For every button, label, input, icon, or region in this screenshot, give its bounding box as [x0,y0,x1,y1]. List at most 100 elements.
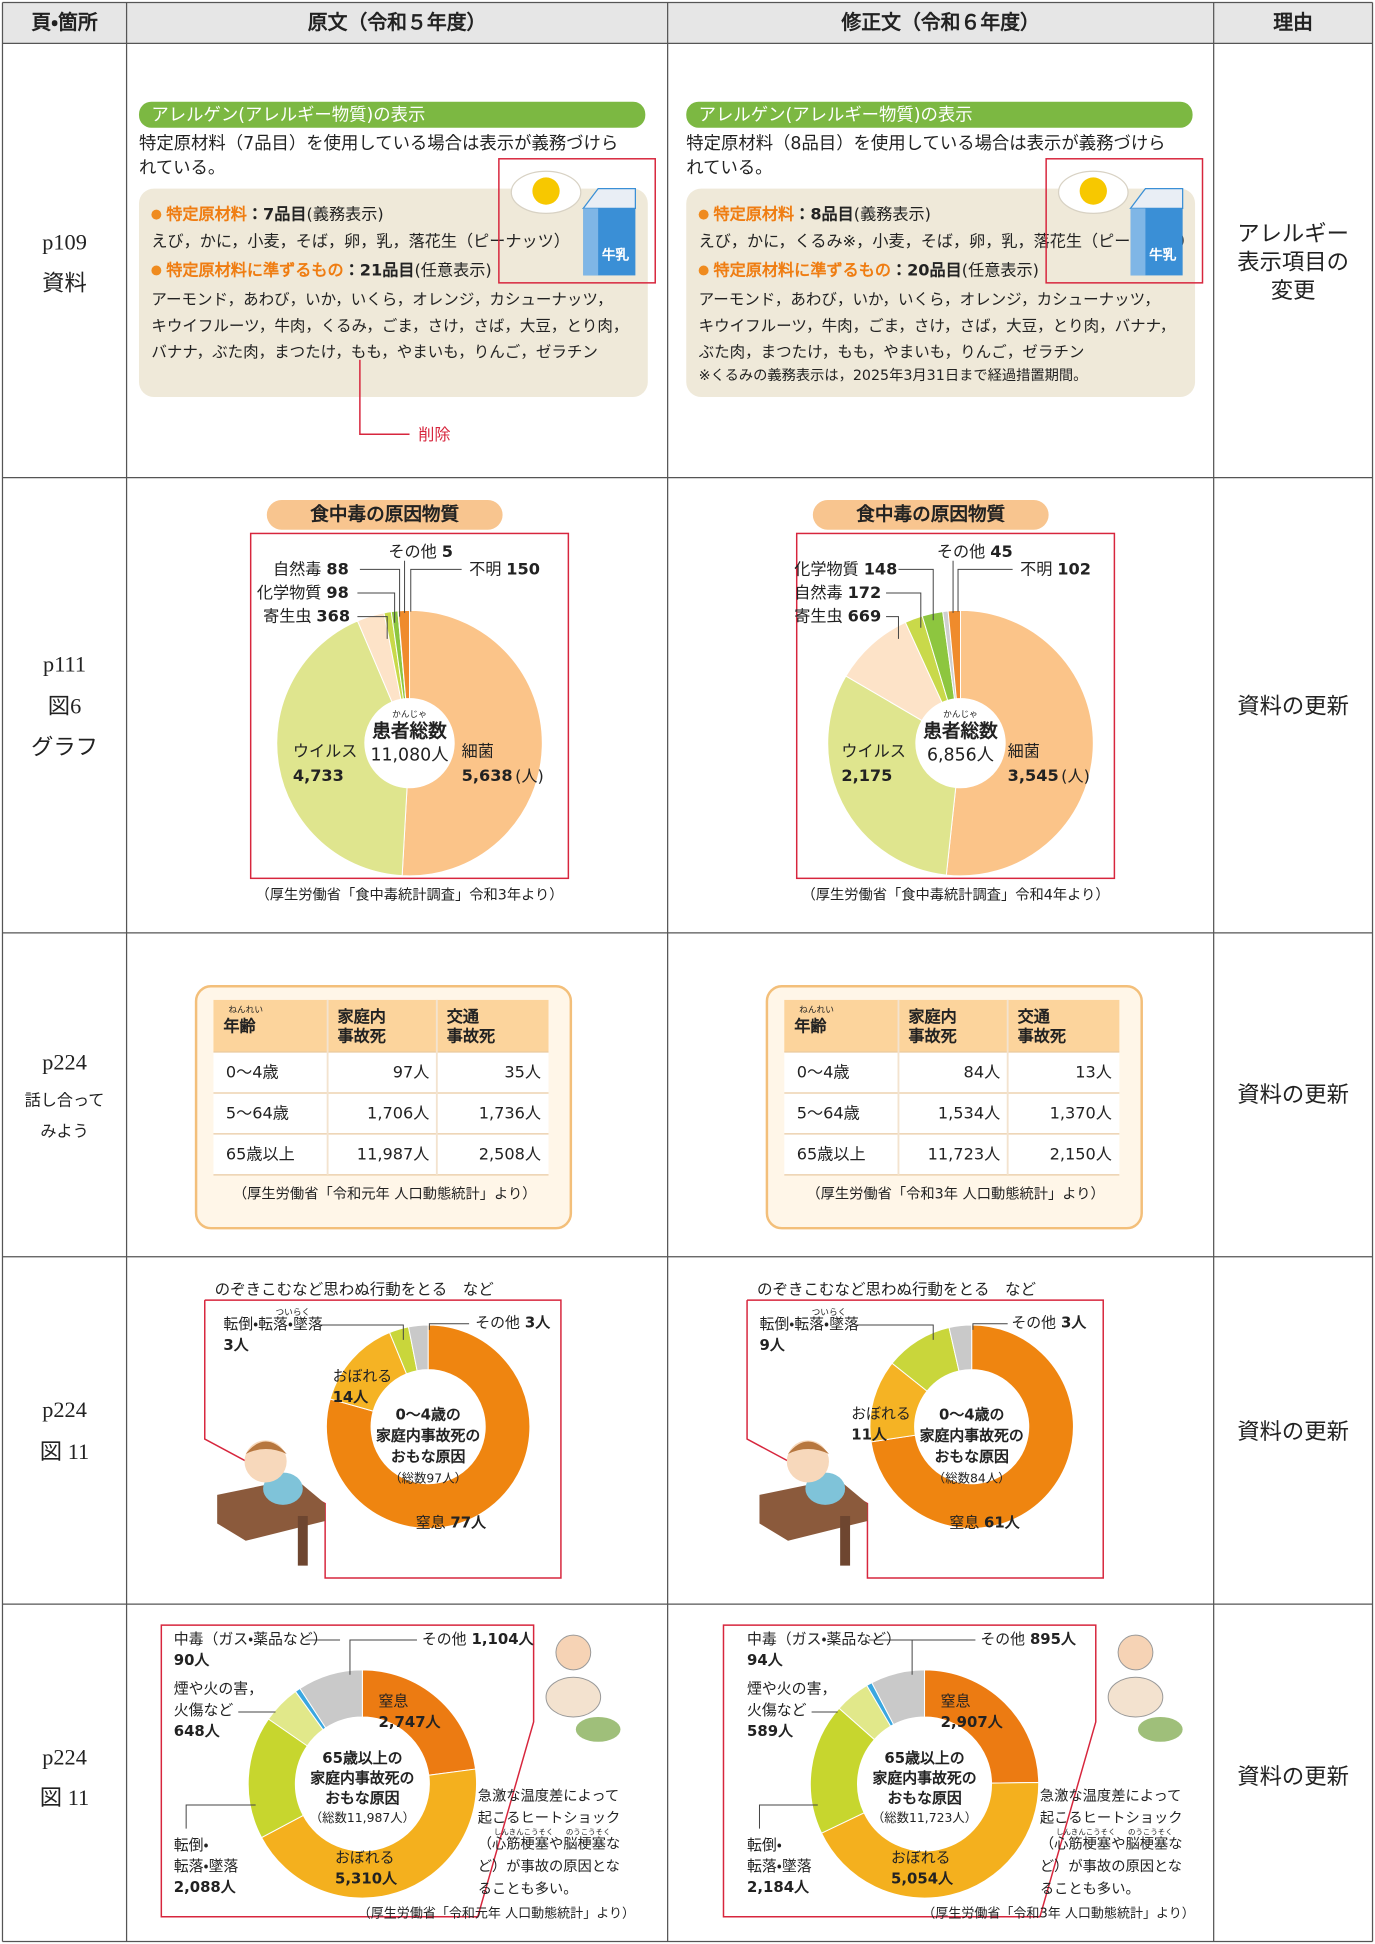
slice-name: ウイルス [293,741,358,760]
table-header-cell: 交通 [1018,1007,1051,1026]
tub [576,1717,621,1742]
annotation: 削除 [418,425,450,444]
slice-name: 化学物質 [794,559,859,578]
required-items: えび，かに，くるみ※，小麦，そば，卵，乳，落花生（ピーナッツ） [699,231,1195,250]
page-body: { "header": ["頁・箇所", "原文（令和５年度）", "修正文（令… [0,0,1375,1944]
location: p111 [43,651,86,676]
center-label: 家庭内事故死の [310,1769,414,1787]
center-label: おもな原因 [325,1789,399,1807]
source: （厚生労働省「令和元年 人口動態統計」より） [358,1906,635,1922]
slice-value: 3人 [223,1336,249,1354]
slice-name: おぼれる [891,1848,951,1866]
optional-items: アーモンド，あわび，いか，いくら，オレンジ，カシューナッツ， [151,291,612,309]
table-cell: 5～64歳 [797,1104,860,1123]
slice-name: 転倒・ [747,1836,782,1854]
slice-name: 窒息 [941,1692,971,1710]
center-total: （総数84人） [933,1470,1011,1485]
egg-yolk [1080,177,1107,204]
table-cell: 1,534人 [938,1104,1000,1123]
note: ど）が事故の原因とな [1040,1858,1182,1875]
slice-name: 煙や火の害， [174,1680,263,1698]
table-header-cell: 交通 [447,1007,480,1026]
slice-value: 5 [442,542,453,561]
intro: 特定原材料（7品目）を使用している場合は表示が義務づけら [139,133,618,154]
table-cell: 0～4歳 [797,1063,850,1082]
source: （厚生労働省「食中毒統計調査」令和4年より） [802,887,1110,904]
slice-label: その他3人 [475,1314,551,1332]
source: （厚生労働省「令和元年 人口動態統計」より） [233,1186,537,1203]
optional-items: バナナ，ぶた肉，まつたけ，もも，やまいも，りんご，ゼラチン [151,343,597,361]
unit: (人) [1061,766,1090,785]
banner-text: アレルゲン(アレルギー物質)の表示 [699,105,973,125]
slice-value: 90人 [174,1651,211,1669]
center-total: （総数11,987人） [310,1810,415,1825]
text-span: 特定原材料 [166,204,247,223]
slice-name: その他 [422,1630,467,1648]
text-span: ：8品目 [794,204,854,223]
optional-items: アーモンド，あわび，いか，いくら，オレンジ，カシューナッツ， [699,291,1160,309]
slice-value: 589人 [747,1722,794,1740]
tub [1138,1717,1183,1742]
slice-value: 368 [316,606,350,625]
slice-label: 寄生虫368 [263,606,350,625]
center-total: 6,856人 [927,746,994,766]
table-header-cell: 事故死 [1018,1027,1066,1046]
text-span: (任意表示) [415,260,492,279]
slice-label: 化学物質98 [257,583,349,602]
location: みよう [40,1123,88,1140]
slice-value: 5,638(人) [462,766,544,785]
slice-value: 150 [506,559,540,578]
slice-name: 転倒・ [174,1836,209,1854]
center-label: 0～4歳の [939,1406,1004,1424]
slice-name: 窒息 [378,1692,408,1710]
slice-name: 煙や火の害， [747,1680,836,1698]
ruby: のうこうそく [566,1827,611,1836]
optional-items: ぶた肉，まつたけ，もも，やまいも，りんご，ゼラチン [699,343,1085,361]
person-head [1118,1635,1153,1670]
slice-name: 転落・墜落 [174,1857,239,1875]
ruby: ついらく [812,1307,847,1318]
note: （心筋梗塞や脳梗塞な [1040,1836,1183,1853]
table-cell: 2,508人 [479,1144,541,1163]
text-span: 特定原材料に準ずるもの [166,260,343,279]
ruby: ついらく [275,1307,310,1318]
location: 図6 [48,694,82,719]
person-body [1108,1677,1163,1717]
slice-name: 不明 [469,559,501,578]
note: ど）が事故の原因とな [478,1858,620,1875]
slice-value: 669 [848,606,882,625]
slice-value: 148 [864,559,898,578]
slice-label: 寄生虫669 [794,606,881,625]
source: （厚生労働省「令和3年 人口動態統計」より） [806,1186,1104,1203]
bullet [151,265,161,275]
bullet [699,210,709,220]
note: （心筋梗塞や脳梗塞な [478,1836,621,1853]
slice-name: その他 [1011,1314,1056,1332]
slice-value: 61人 [984,1513,1021,1531]
list-heading: 特定原材料に準ずるもの：20品目(任意表示) [714,260,1039,279]
slice-name: その他 [980,1630,1025,1648]
note: 起こるヒートショック [1040,1810,1183,1827]
table-cell: 1,736人 [479,1104,541,1123]
center-label: 家庭内事故死の [376,1427,480,1445]
source: （厚生労働省「食中毒統計調査」令和3年より） [255,887,563,904]
slice-value: 98 [326,583,348,602]
table-header-cell: 事故死 [338,1027,386,1046]
slice-name: 中毒（ガス・薬品など） [747,1630,901,1648]
slice-name: おぼれる [335,1848,395,1866]
text-span: ：7品目 [247,204,307,223]
table-header-cell: 年齢 [794,1017,827,1036]
slice-name: 窒息 [416,1513,446,1531]
slice-value: 14人 [333,1388,370,1406]
center-total: （総数11,723人） [872,1810,977,1825]
ruby: ねんれい [799,1004,834,1015]
location: p224 [42,1050,87,1075]
revision-table: 頁・箇所原文（令和５年度）修正文（令和６年度）理由p109資料アレルギー表示項目… [0,0,1375,1944]
slice-name: 細菌 [462,741,494,760]
slice-value: 45 [990,542,1012,561]
ruby: しんきんこうそく [494,1827,554,1836]
slice-value: 5,054人 [891,1869,954,1887]
center-label: 65歳以上の [884,1749,964,1767]
text-span: (任意表示) [962,260,1039,279]
